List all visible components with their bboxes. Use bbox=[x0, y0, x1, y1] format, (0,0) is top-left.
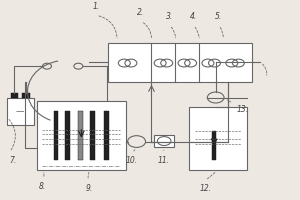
Text: 3.: 3. bbox=[166, 12, 173, 21]
Text: 4.: 4. bbox=[190, 12, 197, 21]
Bar bbox=[53, 111, 58, 160]
Text: 1.: 1. bbox=[93, 2, 100, 11]
Text: 12.: 12. bbox=[199, 184, 211, 193]
Bar bbox=[212, 131, 216, 160]
Bar bbox=[90, 111, 95, 160]
Text: 5.: 5. bbox=[215, 12, 222, 21]
Text: 8.: 8. bbox=[39, 182, 46, 191]
Bar bbox=[22, 93, 30, 98]
Text: 2.: 2. bbox=[137, 8, 145, 17]
Text: 10.: 10. bbox=[126, 156, 138, 165]
Bar bbox=[65, 111, 70, 160]
Bar bbox=[7, 98, 34, 125]
Bar bbox=[104, 111, 109, 160]
Bar bbox=[78, 111, 83, 160]
Text: 13.: 13. bbox=[237, 105, 249, 114]
Text: —: — bbox=[16, 107, 24, 116]
Bar bbox=[108, 43, 251, 82]
Bar bbox=[189, 107, 247, 170]
Bar bbox=[37, 101, 126, 170]
Text: 7.: 7. bbox=[9, 156, 16, 165]
Text: 11.: 11. bbox=[158, 156, 169, 165]
Text: 9.: 9. bbox=[85, 184, 92, 193]
Bar bbox=[11, 93, 18, 98]
Bar bbox=[154, 135, 174, 147]
